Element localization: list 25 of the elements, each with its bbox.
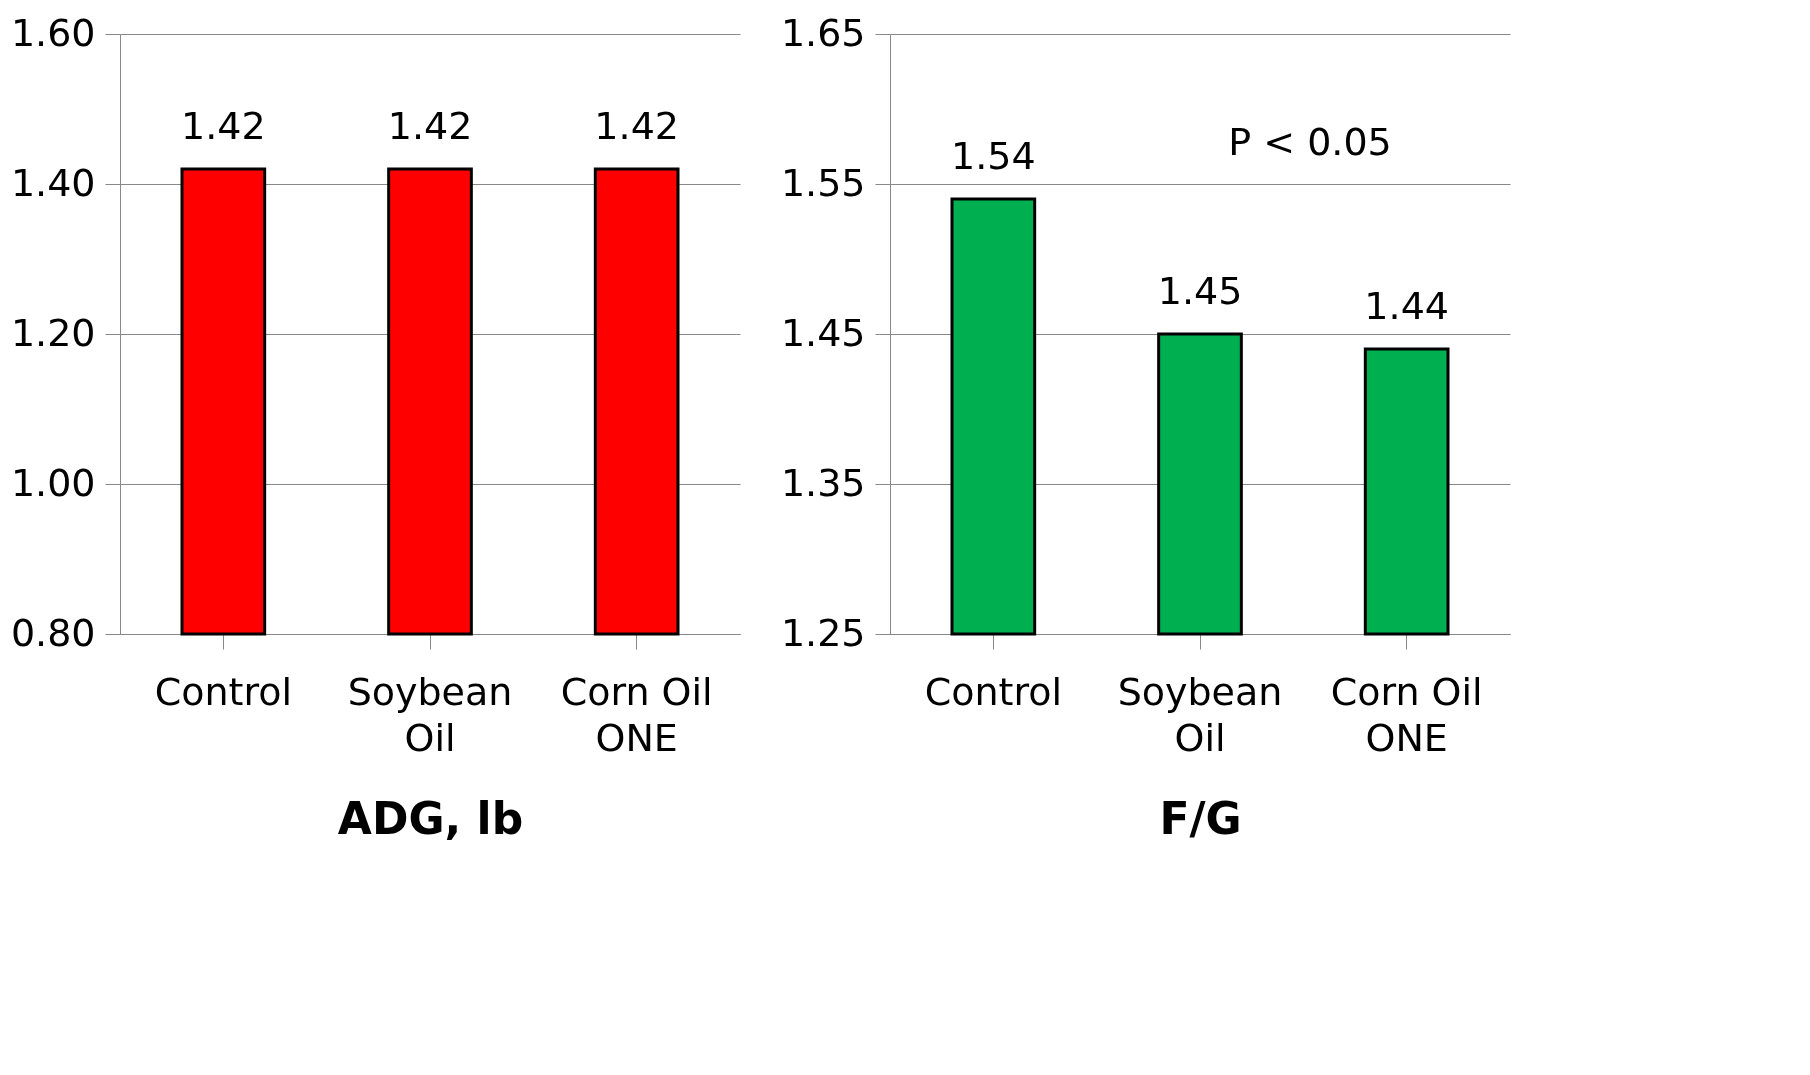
y-tick-label: 0.80 [10,610,96,655]
data-label: 1.44 [1364,284,1449,328]
data-label: 1.45 [1157,269,1243,313]
x-tick-label: Soybean Oil [1117,669,1283,760]
x-tick-label: Corn Oil ONE [560,669,713,760]
x-axis-title: ADG, lb [337,792,524,844]
x-axis-title: F/G [1159,792,1242,844]
x-tick-label: Control [924,669,1063,714]
y-tick-label: 1.60 [10,10,96,55]
y-tick-label: 1.40 [10,160,96,205]
y-tick-label: 1.45 [780,310,866,355]
y-tick-label: 1.65 [780,10,866,55]
x-tick-label: Corn Oil ONE [1330,669,1483,760]
y-tick-label: 1.35 [780,460,866,505]
y-tick-label: 1.00 [10,460,96,505]
y-tick-label: 1.20 [10,310,96,355]
data-label: 1.42 [594,104,679,148]
x-tick-label: Soybean Oil [347,669,513,760]
y-tick-label: 1.55 [780,160,866,205]
data-label: 1.54 [951,134,1036,178]
y-tick-label: 1.25 [780,610,866,655]
x-tick-label: Control [154,669,293,714]
annotation: P < 0.05 [1228,120,1392,164]
data-label: 1.42 [387,104,473,148]
data-label: 1.42 [181,104,266,148]
